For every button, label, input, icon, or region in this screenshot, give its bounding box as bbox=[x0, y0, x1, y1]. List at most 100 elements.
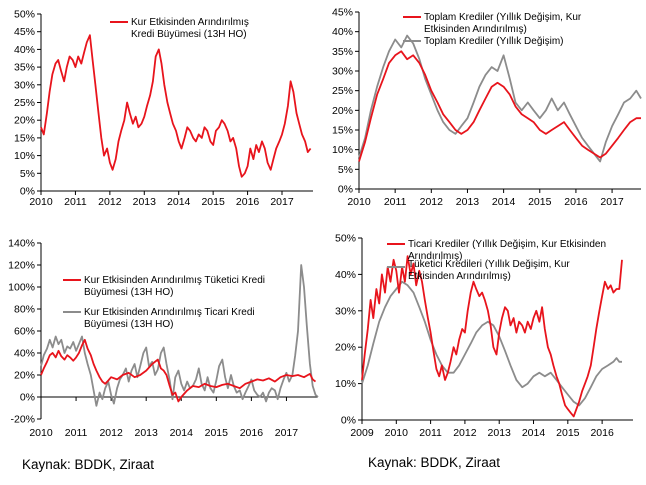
y-tick-label: 10% bbox=[332, 144, 353, 156]
legend: Ticari Krediler (Yıllık Değişim, Kur Etk… bbox=[387, 239, 609, 282]
y-tick-label: 40% bbox=[332, 26, 353, 38]
series-line-gray bbox=[358, 34, 642, 163]
y-tick-label: 0% bbox=[338, 184, 353, 196]
y-tick-label: 35% bbox=[332, 46, 353, 58]
legend-label-1-line-2: Etkisinden Arındırılmış) bbox=[424, 24, 527, 35]
y-tick-label: 20% bbox=[14, 370, 35, 382]
x-tick-label: 2015 bbox=[205, 427, 229, 439]
x-tick-label: 2015 bbox=[201, 196, 225, 208]
x-tick-label: 2013 bbox=[133, 196, 157, 208]
legend-label-2: Kur Etkisinden Arındırılmış Ticari Kredi… bbox=[84, 307, 257, 330]
y-tick-label: 20% bbox=[335, 342, 356, 354]
x-tick-label: 2014 bbox=[170, 427, 194, 439]
y-tick-label: 50% bbox=[14, 9, 35, 21]
legend-label-2: Tüketici Kredileri (Yıllık Değişim, Kur … bbox=[408, 259, 573, 282]
y-tick-label: 10% bbox=[335, 378, 356, 390]
y-tick-label: 30% bbox=[332, 66, 353, 78]
chart-panel-tuketici-ticari-kredi-buyumesi: -20% 0% 20% 40% 60% 80% 100% 120% 140% 2010 2011 2… bbox=[8, 238, 319, 439]
y-tick-label: 45% bbox=[332, 7, 353, 19]
y-tick-label: 15% bbox=[332, 125, 353, 137]
legend-label-1-line-1: Toplam Krediler (Yıllık Değişim, Kur bbox=[424, 12, 582, 23]
x-tick-label: 2011 bbox=[384, 196, 407, 208]
x-tick-label: 2017 bbox=[600, 196, 624, 208]
legend-label-1: Toplam Krediler (Yıllık Değişim, Kur Etk… bbox=[424, 12, 584, 35]
y-tick-label: 50% bbox=[335, 233, 356, 245]
y-tick-label: 0% bbox=[341, 415, 356, 427]
series-line-red bbox=[361, 255, 623, 418]
legend-label-1-line-1: Kur Etkisinden Arındırılmış bbox=[131, 17, 249, 28]
x-tick-label: 2012 bbox=[99, 427, 123, 439]
x-tick-label: 2012 bbox=[98, 196, 122, 208]
y-tick-label: 100% bbox=[8, 282, 35, 294]
legend-label-2: Toplam Krediler (Yıllık Değişim) bbox=[424, 36, 563, 47]
legend-label-2-line-2: Etkisinden Arındırılmış) bbox=[408, 271, 511, 282]
x-tick-label: 2011 bbox=[64, 196, 87, 208]
y-tick-label: 25% bbox=[332, 85, 353, 97]
x-tick-label: 2017 bbox=[270, 196, 294, 208]
y-tick-label: 5% bbox=[338, 164, 353, 176]
x-tick-label: 2012 bbox=[420, 196, 444, 208]
y-tick-label: 35% bbox=[14, 62, 35, 74]
legend-label-1-line-1: Ticari Krediler (Yıllık Değişim, Kur Etk… bbox=[408, 239, 606, 250]
x-tick-label: 2009 bbox=[350, 427, 374, 439]
x-tick-label: 2015 bbox=[528, 196, 552, 208]
x-tick-label: 2014 bbox=[522, 427, 546, 439]
y-tick-label: 140% bbox=[8, 238, 35, 250]
legend: Kur Etkisinden Arındırılmış Tüketici Kre… bbox=[63, 275, 265, 330]
legend: Kur Etkisinden Arındırılmış Kredi Büyüme… bbox=[110, 17, 249, 40]
y-tick-label: 120% bbox=[8, 260, 35, 272]
y-tick-label: 15% bbox=[14, 132, 35, 144]
source-note-right: Kaynak: BDDK, Ziraat bbox=[368, 455, 501, 470]
x-tick-label: 2011 bbox=[419, 427, 442, 439]
y-tick-label: 40% bbox=[335, 269, 356, 281]
chart-panel-kur-etkisinden-kredi-buyumesi: 0% 5% 10% 15% 20% 25% 30% 35% 40% 45% 50% 2010 2011… bbox=[14, 9, 313, 208]
series-line-gray bbox=[40, 264, 319, 407]
source-note-left: Kaynak: BDDK, Ziraat bbox=[22, 457, 155, 472]
y-tick-label: 10% bbox=[14, 150, 35, 162]
chart-panel-ticari-tuketici-krediler: 0% 10% 20% 30% 40% 50% 2009 2010 2011 2012 2013 20… bbox=[335, 233, 633, 439]
y-tick-label: 20% bbox=[14, 115, 35, 127]
x-tick-label: 2010 bbox=[385, 427, 409, 439]
x-tick-label: 2014 bbox=[492, 196, 516, 208]
legend-label-1-line-2: Kredi Büyümesi (13H HO) bbox=[131, 29, 247, 40]
legend-label-2-line-1: Tüketici Kredileri (Yıllık Değişim, Kur bbox=[408, 259, 570, 270]
y-tick-label: 40% bbox=[14, 44, 35, 56]
x-tick-label: 2016 bbox=[590, 427, 614, 439]
y-tick-label: 0% bbox=[20, 186, 35, 198]
y-tick-label: 25% bbox=[14, 97, 35, 109]
y-tick-label: 30% bbox=[14, 79, 35, 91]
legend-label-2-line-1: Kur Etkisinden Arındırılmış Ticari Kredi bbox=[84, 307, 255, 318]
x-tick-label: 2016 bbox=[240, 427, 264, 439]
series-line-red bbox=[40, 338, 317, 403]
legend-label-1: Ticari Krediler (Yıllık Değişim, Kur Etk… bbox=[408, 239, 609, 262]
x-tick-label: 2013 bbox=[135, 427, 159, 439]
y-tick-label: 80% bbox=[14, 304, 35, 316]
y-tick-label: 45% bbox=[14, 26, 35, 38]
x-tick-label: 2013 bbox=[488, 427, 512, 439]
legend-label-2-line-2: Büyümesi (13H HO) bbox=[84, 319, 173, 330]
x-tick-label: 2013 bbox=[456, 196, 480, 208]
series-line-red bbox=[358, 50, 641, 162]
chart-panel-toplam-krediler: 0% 5% 10% 15% 20% 25% 30% 35% 40% 45% 2010 2011 201… bbox=[332, 7, 642, 208]
series-line-gray bbox=[361, 280, 622, 407]
legend-label-1-line-2: Büyümesi (13H HO) bbox=[84, 287, 173, 298]
x-tick-label: 2010 bbox=[29, 196, 53, 208]
y-tick-label: 30% bbox=[335, 305, 356, 317]
x-tick-label: 2016 bbox=[564, 196, 588, 208]
x-tick-label: 2012 bbox=[453, 427, 477, 439]
legend-label-1-line-2: Arındırılmış) bbox=[408, 251, 462, 262]
y-tick-label: -20% bbox=[10, 414, 35, 426]
legend: Toplam Krediler (Yıllık Değişim, Kur Etk… bbox=[403, 12, 584, 47]
x-tick-label: 2017 bbox=[275, 427, 299, 439]
y-tick-label: 20% bbox=[332, 105, 353, 117]
y-tick-label: 60% bbox=[14, 326, 35, 338]
x-tick-label: 2014 bbox=[167, 196, 191, 208]
x-tick-label: 2010 bbox=[347, 196, 371, 208]
y-tick-label: 40% bbox=[14, 348, 35, 360]
x-tick-label: 2010 bbox=[29, 427, 53, 439]
y-tick-label: 0% bbox=[20, 392, 35, 404]
series-line-red bbox=[40, 34, 312, 178]
x-tick-label: 2015 bbox=[556, 427, 580, 439]
x-tick-label: 2011 bbox=[65, 427, 88, 439]
